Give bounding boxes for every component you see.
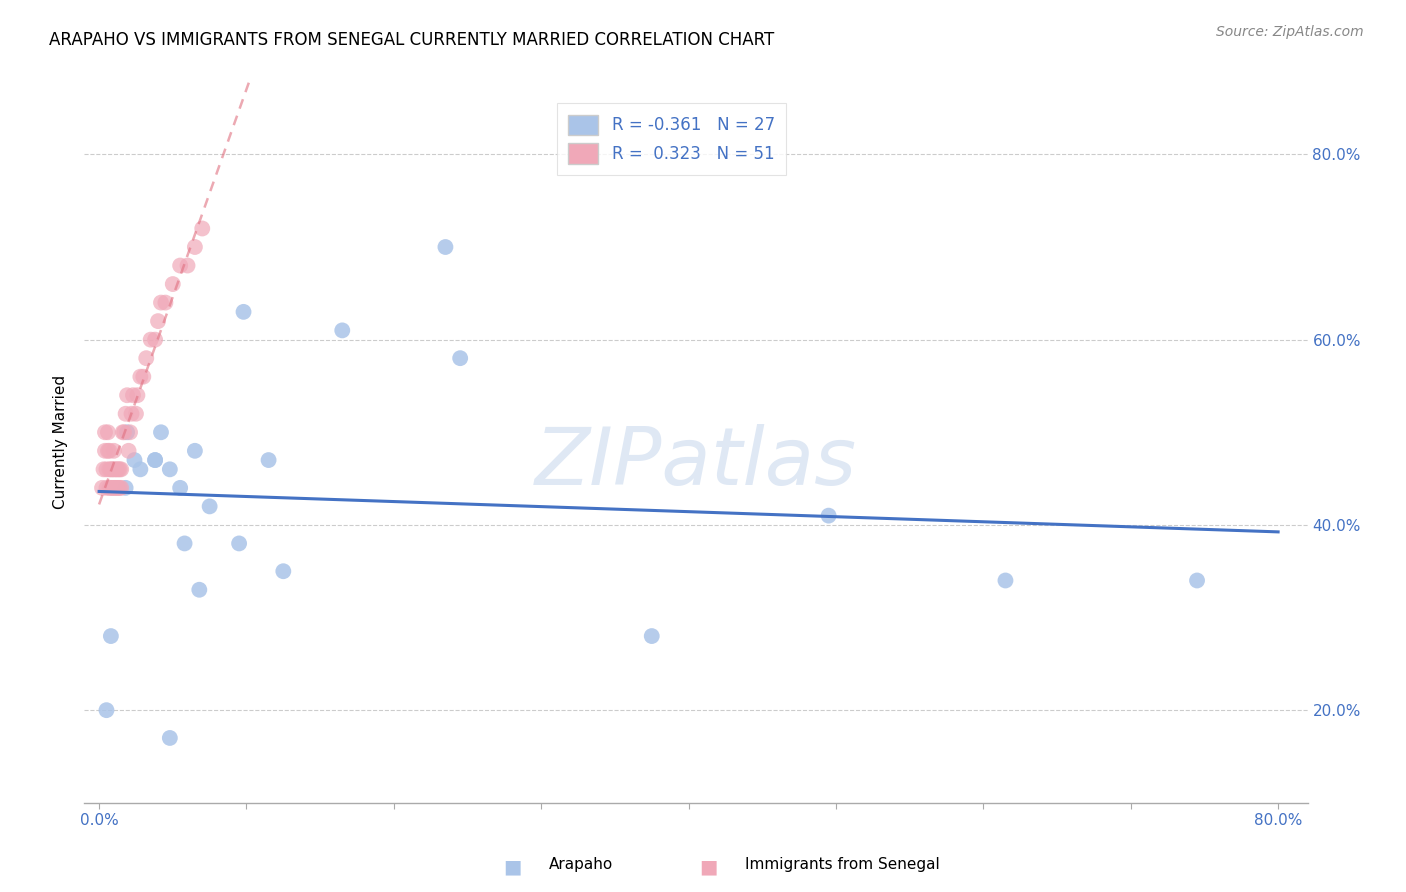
Text: Immigrants from Senegal: Immigrants from Senegal bbox=[745, 857, 939, 872]
Point bbox=[91, 481, 114, 495]
Point bbox=[122, 388, 145, 402]
Point bbox=[96, 481, 118, 495]
Point bbox=[103, 462, 125, 476]
Legend: R = -0.361   N = 27, R =  0.323   N = 51: R = -0.361 N = 27, R = 0.323 N = 51 bbox=[557, 103, 786, 176]
Point bbox=[108, 462, 131, 476]
Point bbox=[98, 481, 121, 495]
Point bbox=[188, 582, 211, 597]
Point bbox=[114, 407, 136, 421]
Point bbox=[112, 425, 135, 440]
Point bbox=[98, 462, 121, 476]
Point bbox=[101, 462, 124, 476]
Point bbox=[115, 388, 138, 402]
Point bbox=[94, 443, 117, 458]
Point bbox=[97, 425, 120, 440]
Point bbox=[257, 453, 280, 467]
Point bbox=[127, 388, 149, 402]
Point bbox=[115, 425, 138, 440]
Point bbox=[118, 425, 141, 440]
Point bbox=[198, 500, 221, 514]
Point bbox=[434, 240, 457, 254]
Point bbox=[150, 295, 173, 310]
Point bbox=[107, 462, 129, 476]
Point bbox=[100, 481, 122, 495]
Point bbox=[94, 425, 117, 440]
Point bbox=[98, 443, 121, 458]
Point bbox=[110, 462, 132, 476]
Point bbox=[162, 277, 184, 291]
Point bbox=[169, 481, 191, 495]
Point bbox=[449, 351, 471, 366]
Point bbox=[132, 369, 155, 384]
Point bbox=[103, 443, 125, 458]
Point bbox=[159, 462, 181, 476]
Point bbox=[110, 481, 132, 495]
Point bbox=[101, 481, 124, 495]
Point bbox=[117, 443, 139, 458]
Text: ZIPatlas: ZIPatlas bbox=[534, 425, 858, 502]
Point bbox=[104, 462, 127, 476]
Point bbox=[184, 443, 207, 458]
Point bbox=[184, 240, 207, 254]
Point bbox=[105, 462, 128, 476]
Point bbox=[96, 462, 118, 476]
Point bbox=[93, 462, 115, 476]
Point bbox=[228, 536, 250, 550]
Point bbox=[159, 731, 181, 745]
Point bbox=[103, 481, 125, 495]
Point bbox=[114, 481, 136, 495]
Point bbox=[176, 259, 198, 273]
Point bbox=[146, 314, 169, 328]
Point bbox=[111, 425, 134, 440]
Point bbox=[135, 351, 157, 366]
Point bbox=[191, 221, 214, 235]
Point bbox=[108, 481, 131, 495]
Point bbox=[641, 629, 664, 643]
Point bbox=[173, 536, 195, 550]
Point bbox=[129, 462, 152, 476]
Point bbox=[97, 443, 120, 458]
Point bbox=[100, 629, 122, 643]
Point bbox=[143, 453, 166, 467]
Point bbox=[155, 295, 177, 310]
Point bbox=[121, 407, 143, 421]
Text: ■: ■ bbox=[699, 857, 717, 876]
Point bbox=[169, 259, 191, 273]
Point bbox=[107, 481, 129, 495]
Point bbox=[125, 407, 148, 421]
Text: Arapaho: Arapaho bbox=[550, 857, 613, 872]
Point bbox=[100, 462, 122, 476]
Point bbox=[232, 305, 254, 319]
Point bbox=[994, 574, 1017, 588]
Point bbox=[96, 703, 118, 717]
Text: ■: ■ bbox=[503, 857, 522, 876]
Text: Source: ZipAtlas.com: Source: ZipAtlas.com bbox=[1216, 25, 1364, 39]
Y-axis label: Currently Married: Currently Married bbox=[53, 375, 69, 508]
Point bbox=[105, 481, 128, 495]
Point bbox=[330, 323, 353, 337]
Point bbox=[150, 425, 173, 440]
Point bbox=[817, 508, 839, 523]
Point bbox=[129, 369, 152, 384]
Point bbox=[143, 453, 166, 467]
Point bbox=[273, 564, 295, 578]
Point bbox=[124, 453, 146, 467]
Point bbox=[1185, 574, 1208, 588]
Point bbox=[104, 481, 127, 495]
Point bbox=[139, 333, 162, 347]
Point bbox=[143, 333, 166, 347]
Text: ARAPAHO VS IMMIGRANTS FROM SENEGAL CURRENTLY MARRIED CORRELATION CHART: ARAPAHO VS IMMIGRANTS FROM SENEGAL CURRE… bbox=[49, 31, 775, 49]
